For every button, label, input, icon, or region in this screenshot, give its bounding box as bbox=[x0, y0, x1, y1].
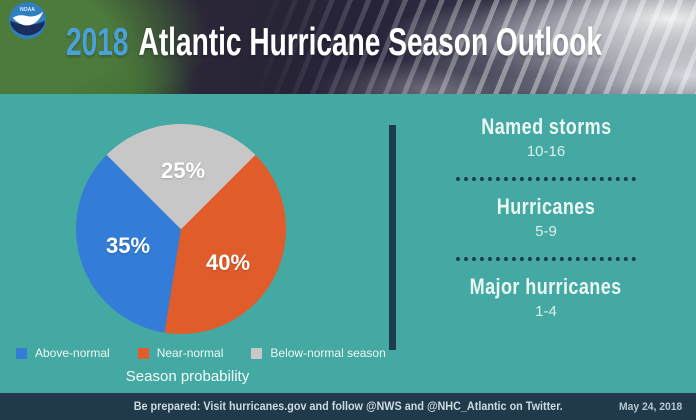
footer-date: May 24, 2018 bbox=[618, 400, 682, 413]
chart-title: Season probability bbox=[125, 368, 250, 385]
outlook-label-major-hurricanes: Major hurricanes bbox=[470, 274, 622, 299]
banner: NOAA 2018 Atlantic Hurricane Season Outlo… bbox=[0, 0, 696, 94]
pie-slice-label-above-normal: 35% bbox=[105, 233, 151, 258]
legend-swatch-gray bbox=[251, 347, 263, 359]
legend-label: Below-normal season bbox=[270, 346, 386, 360]
outlook-panel: Named storms 10-16 Hurricanes 5-9 Major … bbox=[396, 114, 696, 354]
legend-item-near-normal: Near-normal bbox=[137, 346, 224, 360]
outlook-range-hurricanes: 5-9 bbox=[535, 223, 557, 240]
pie-slice-label-near-normal: 40% bbox=[205, 250, 251, 275]
legend-label: Near-normal bbox=[156, 346, 224, 360]
dotted-divider bbox=[456, 257, 636, 261]
outlook-label-named-storms: Named storms bbox=[480, 114, 612, 139]
legend-item-below-normal: Below-normal season bbox=[251, 346, 386, 360]
outlook-label-hurricanes: Hurricanes bbox=[496, 194, 596, 219]
chart-legend: Above-normal Near-normal Below-normal se… bbox=[16, 346, 386, 360]
noaa-logo-icon: NOAA bbox=[9, 2, 46, 39]
dotted-divider bbox=[456, 177, 636, 181]
legend-swatch-blue bbox=[16, 347, 27, 359]
title-text: Atlantic Hurricane Season Outlook bbox=[138, 21, 602, 64]
legend-swatch-orange bbox=[137, 347, 149, 359]
vertical-divider bbox=[389, 125, 396, 350]
main-content: 25% 35% 40% Above-normal Near-normal Bel… bbox=[0, 94, 696, 393]
footer-message: Be prepared: Visit hurricanes.gov and fo… bbox=[133, 400, 563, 413]
outlook-range-major-hurricanes: 1-4 bbox=[535, 303, 557, 320]
title-year: 2018 bbox=[66, 21, 129, 64]
footer-bar: Be prepared: Visit hurricanes.gov and fo… bbox=[0, 393, 696, 420]
page-title: 2018 Atlantic Hurricane Season Outlook bbox=[66, 23, 696, 62]
noaa-logo-text: NOAA bbox=[20, 7, 35, 13]
satellite-clouds-image bbox=[256, 0, 696, 94]
legend-label: Above-normal bbox=[35, 346, 110, 360]
outlook-range-named-storms: 10-16 bbox=[526, 143, 566, 160]
legend-item-above-normal: Above-normal bbox=[16, 346, 110, 360]
pie-chart: 25% 35% 40% bbox=[76, 124, 286, 334]
pie-slice-label-below-normal: 25% bbox=[160, 158, 206, 183]
